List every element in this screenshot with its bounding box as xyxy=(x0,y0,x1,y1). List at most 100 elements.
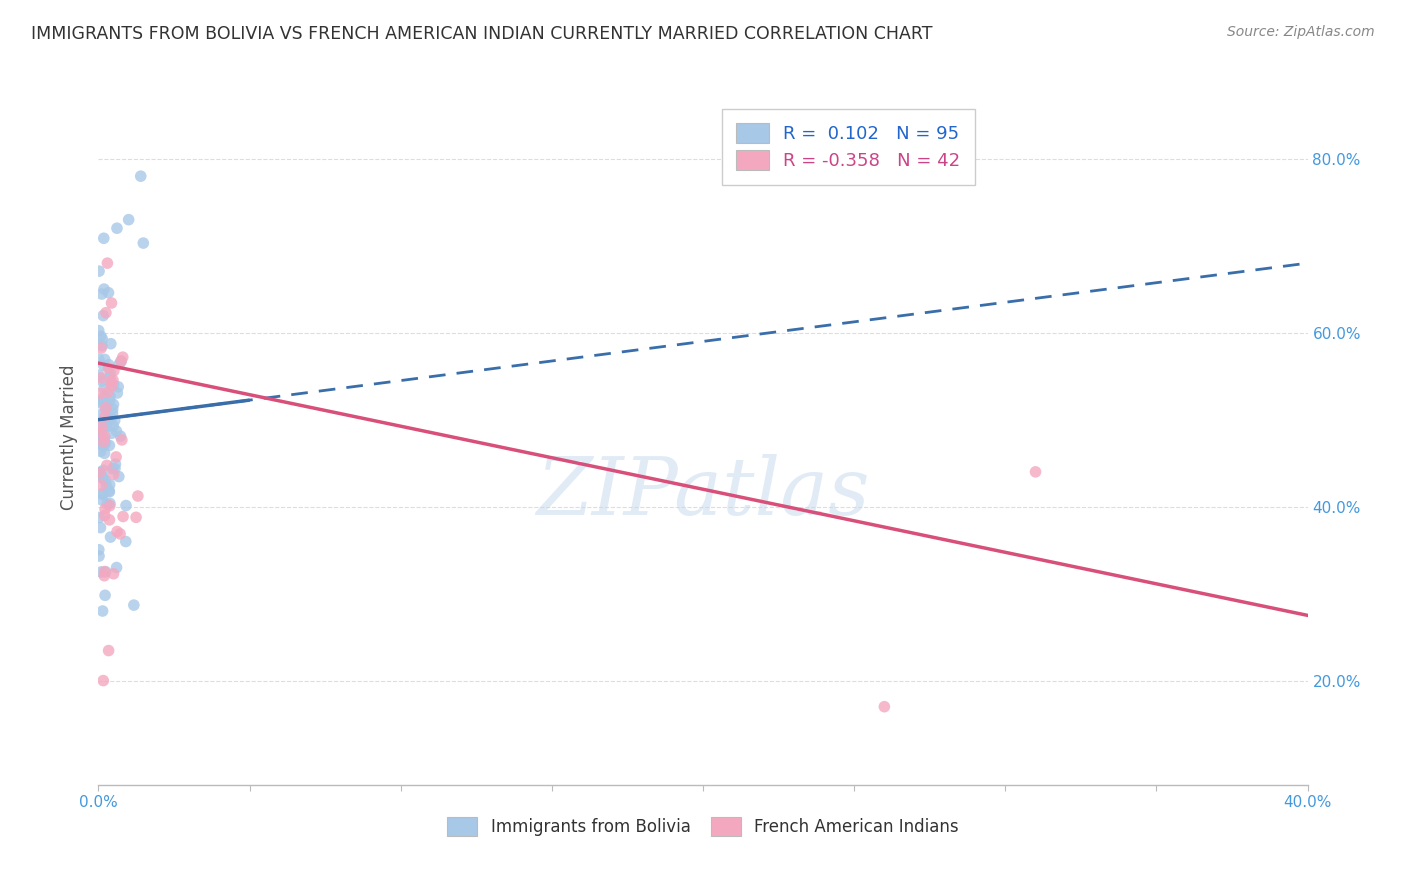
Point xyxy=(93,389,115,403)
Y-axis label: Currently Married: Currently Married xyxy=(59,364,77,510)
Point xyxy=(98,366,121,380)
Point xyxy=(87,542,110,557)
Point xyxy=(91,472,114,486)
Point xyxy=(103,467,125,482)
Point xyxy=(89,466,111,480)
Point xyxy=(108,358,131,372)
Point xyxy=(105,450,128,464)
Point xyxy=(94,502,117,516)
Point xyxy=(104,457,127,471)
Point xyxy=(105,524,128,539)
Point xyxy=(89,426,111,441)
Point xyxy=(89,396,111,410)
Point xyxy=(94,588,117,602)
Point xyxy=(90,408,112,422)
Point xyxy=(90,425,112,440)
Point xyxy=(89,394,111,409)
Point xyxy=(91,374,114,388)
Point xyxy=(91,392,114,407)
Point xyxy=(93,282,115,296)
Point xyxy=(114,534,136,549)
Text: Source: ZipAtlas.com: Source: ZipAtlas.com xyxy=(1227,25,1375,39)
Point xyxy=(100,375,122,389)
Point xyxy=(93,359,115,373)
Point xyxy=(87,430,110,444)
Point xyxy=(90,493,112,508)
Point xyxy=(110,354,132,368)
Point xyxy=(98,393,121,408)
Point xyxy=(87,549,110,563)
Point xyxy=(91,470,114,484)
Point xyxy=(122,598,145,612)
Point xyxy=(98,484,121,499)
Point xyxy=(98,483,121,498)
Point xyxy=(96,478,118,492)
Point xyxy=(98,389,121,403)
Point xyxy=(103,419,125,434)
Point xyxy=(87,368,110,383)
Point xyxy=(125,510,148,524)
Point xyxy=(97,358,120,372)
Point xyxy=(100,426,122,441)
Point xyxy=(96,419,118,434)
Point xyxy=(98,370,121,384)
Point xyxy=(97,643,120,657)
Point xyxy=(100,530,122,544)
Point xyxy=(91,673,114,688)
Point xyxy=(98,477,121,491)
Point xyxy=(110,354,132,368)
Point xyxy=(132,236,155,251)
Point xyxy=(105,386,128,401)
Point xyxy=(112,509,135,524)
Text: ZIPatlas: ZIPatlas xyxy=(536,454,870,532)
Point xyxy=(90,478,112,492)
Point xyxy=(101,462,124,476)
Point xyxy=(100,296,122,310)
Point xyxy=(103,397,125,411)
Point xyxy=(89,520,111,534)
Point xyxy=(94,474,117,488)
Point xyxy=(94,306,117,320)
Point xyxy=(91,486,114,500)
Point xyxy=(93,568,115,582)
Point xyxy=(90,444,112,458)
Point xyxy=(105,560,128,574)
Point xyxy=(91,439,114,453)
Point xyxy=(91,604,114,618)
Point xyxy=(98,499,121,513)
Point xyxy=(103,378,125,392)
Point xyxy=(97,285,120,300)
Point xyxy=(94,415,117,429)
Point xyxy=(94,419,117,434)
Point xyxy=(115,499,138,513)
Point xyxy=(87,431,110,445)
Point xyxy=(94,402,117,417)
Point xyxy=(96,398,118,412)
Point xyxy=(93,463,115,477)
Point xyxy=(104,461,127,475)
Text: IMMIGRANTS FROM BOLIVIA VS FRENCH AMERICAN INDIAN CURRENTLY MARRIED CORRELATION : IMMIGRANTS FROM BOLIVIA VS FRENCH AMERIC… xyxy=(31,25,932,43)
Point xyxy=(98,513,121,527)
Point xyxy=(90,341,112,355)
Point xyxy=(104,413,127,427)
Point xyxy=(111,433,134,447)
Point xyxy=(90,467,112,482)
Point xyxy=(873,699,896,714)
Point xyxy=(91,332,114,346)
Point xyxy=(91,488,114,502)
Point xyxy=(90,433,112,447)
Point xyxy=(93,434,115,449)
Point xyxy=(101,373,124,387)
Point xyxy=(87,324,110,338)
Point xyxy=(101,406,124,420)
Point xyxy=(93,231,115,245)
Point xyxy=(93,508,115,523)
Point xyxy=(90,329,112,343)
Point xyxy=(93,565,115,579)
Point xyxy=(93,446,115,460)
Point xyxy=(98,496,121,510)
Point xyxy=(111,350,134,364)
Point xyxy=(94,436,117,450)
Point xyxy=(1024,465,1046,479)
Legend: Immigrants from Bolivia, French American Indians: Immigrants from Bolivia, French American… xyxy=(440,811,966,843)
